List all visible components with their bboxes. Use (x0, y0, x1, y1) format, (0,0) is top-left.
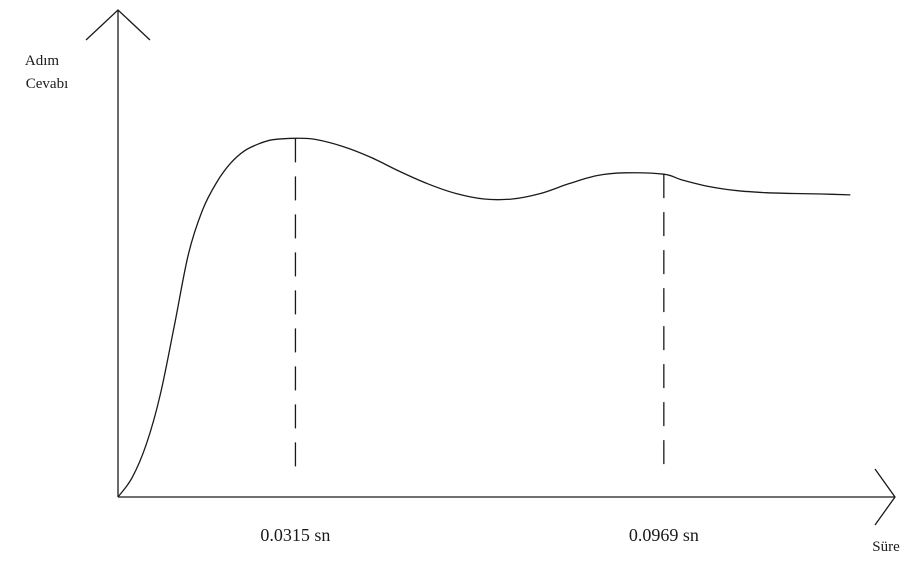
peak-markers: 0.0315 sn 0.0969 sn (260, 138, 699, 545)
peak-time-label: 0.0969 sn (629, 525, 699, 545)
peak-time-label: 0.0315 sn (260, 525, 330, 545)
y-axis-label-line-2: Cevabı (26, 76, 69, 92)
y-axis-arrowhead (85, 9, 151, 41)
y-axis-label-line-1: Adım (25, 53, 60, 69)
step-response-curve (117, 137, 851, 498)
x-axis-label: Süre (872, 539, 900, 555)
x-axis-arrowhead (874, 468, 896, 526)
